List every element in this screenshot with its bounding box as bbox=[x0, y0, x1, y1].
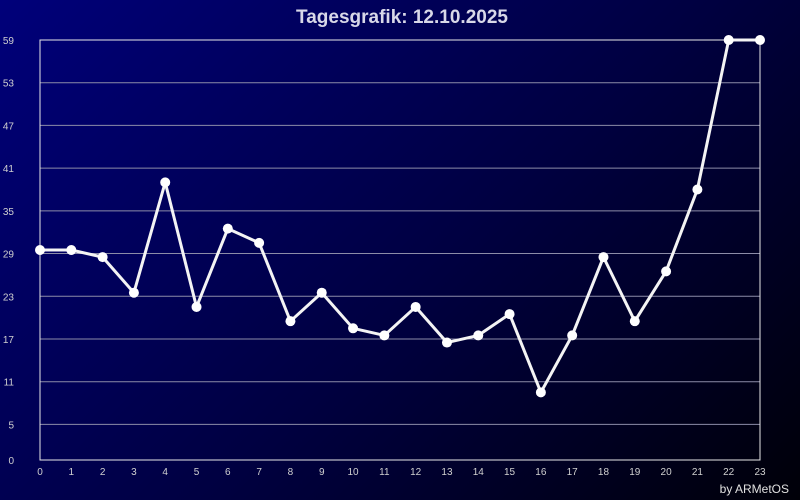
data-point-4 bbox=[160, 177, 171, 188]
x-tick-label-16: 16 bbox=[535, 467, 547, 478]
x-tick-label-17: 17 bbox=[567, 467, 579, 478]
x-tick-label-13: 13 bbox=[441, 467, 453, 478]
data-point-13 bbox=[441, 337, 452, 348]
grid-layer bbox=[40, 39, 760, 425]
x-tick-label-5: 5 bbox=[194, 467, 200, 478]
x-tick-label-1: 1 bbox=[69, 467, 75, 478]
y-tick-label-59: 59 bbox=[3, 36, 15, 47]
x-tick-label-21: 21 bbox=[692, 467, 704, 478]
y-tick-label-17: 17 bbox=[3, 335, 15, 346]
data-point-9 bbox=[316, 287, 327, 298]
data-point-1 bbox=[66, 245, 77, 255]
data-point-7 bbox=[254, 237, 265, 248]
data-point-5 bbox=[191, 301, 202, 312]
y-tick-label-23: 23 bbox=[3, 292, 15, 303]
y-tick-label-0: 0 bbox=[8, 456, 14, 467]
x-tick-label-20: 20 bbox=[661, 467, 673, 478]
y-tick-label-35: 35 bbox=[3, 207, 15, 218]
x-tick-label-22: 22 bbox=[723, 467, 735, 478]
x-tick-label-9: 9 bbox=[319, 467, 325, 478]
chart-title: Tagesgrafik: 12.10.2025 bbox=[296, 7, 508, 28]
data-point-15 bbox=[504, 309, 515, 320]
series-layer bbox=[35, 35, 765, 398]
x-tick-label-18: 18 bbox=[598, 467, 610, 478]
y-tick-label-29: 29 bbox=[3, 250, 15, 261]
y-tick-label-53: 53 bbox=[3, 79, 15, 90]
x-tick-label-2: 2 bbox=[100, 467, 106, 478]
data-point-10 bbox=[348, 323, 359, 334]
x-tick-label-4: 4 bbox=[162, 467, 168, 478]
x-tick-label-19: 19 bbox=[629, 467, 641, 478]
x-tick-label-14: 14 bbox=[473, 467, 485, 478]
x-tick-label-7: 7 bbox=[256, 467, 262, 478]
x-tick-label-6: 6 bbox=[225, 467, 231, 478]
data-point-2 bbox=[97, 252, 108, 263]
plot-frame bbox=[39, 39, 761, 461]
y-tick-label-41: 41 bbox=[3, 164, 15, 175]
data-point-3 bbox=[128, 287, 139, 298]
data-point-17 bbox=[567, 330, 578, 341]
x-tick-label-15: 15 bbox=[504, 467, 516, 478]
data-point-21 bbox=[692, 184, 703, 195]
data-point-8 bbox=[285, 316, 296, 327]
y-tick-label-11: 11 bbox=[4, 378, 15, 389]
y-tick-label-5: 5 bbox=[8, 420, 14, 431]
data-point-11 bbox=[379, 330, 390, 341]
data-point-14 bbox=[473, 330, 484, 341]
data-point-19 bbox=[629, 316, 640, 327]
x-tick-label-0: 0 bbox=[37, 467, 43, 478]
x-tick-label-8: 8 bbox=[288, 467, 294, 478]
x-tick-label-3: 3 bbox=[131, 467, 137, 478]
data-point-6 bbox=[222, 223, 233, 234]
y-tick-label-47: 47 bbox=[3, 121, 15, 132]
series-line-0 bbox=[38, 38, 762, 394]
x-tick-label-23: 23 bbox=[754, 467, 766, 478]
data-point-18 bbox=[598, 252, 609, 263]
data-point-23 bbox=[755, 35, 765, 45]
data-point-0 bbox=[35, 245, 45, 255]
data-point-22 bbox=[723, 35, 734, 45]
data-point-16 bbox=[535, 387, 546, 398]
data-point-20 bbox=[661, 266, 672, 277]
x-tick-label-10: 10 bbox=[347, 467, 359, 478]
data-point-12 bbox=[410, 301, 421, 312]
x-tick-label-11: 11 bbox=[379, 467, 390, 478]
credit-text: by ARMetOS bbox=[720, 482, 789, 496]
x-tick-label-12: 12 bbox=[410, 467, 422, 478]
